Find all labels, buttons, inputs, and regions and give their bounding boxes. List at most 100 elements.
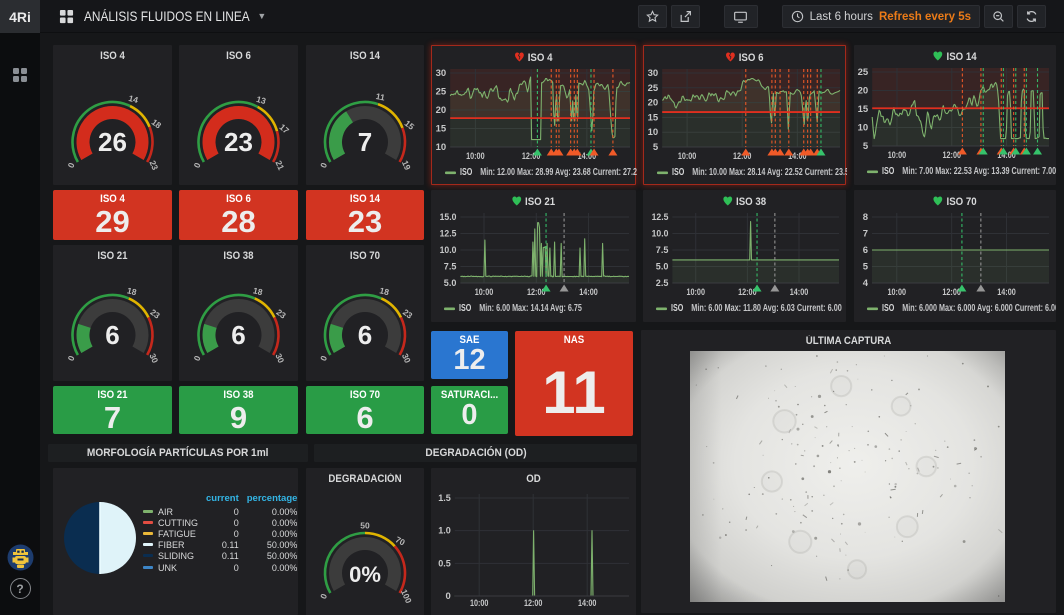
annotation-marker[interactable] — [1011, 147, 1021, 155]
panel-title[interactable]: ISO 70 — [349, 250, 381, 262]
legend-column-header[interactable]: percentage — [246, 493, 298, 504]
legend-series-name[interactable]: FIBER — [158, 540, 185, 551]
time-picker-button[interactable]: Last 6 hours Refresh every 5s — [781, 5, 980, 28]
graph-plot[interactable]: 0 0.5 1.0 1.5 10:00 12:00 14:00 — [431, 468, 636, 615]
panel-title[interactable]: OD — [443, 473, 623, 485]
annotation-marker[interactable] — [741, 148, 751, 156]
gauge-value-arc — [202, 106, 275, 160]
legend-series-name[interactable]: ISO — [882, 303, 894, 314]
dashboard-title[interactable]: ANÁLISIS FLUIDOS EN LINEA — [84, 8, 250, 24]
singlestat-sae[interactable]: SAE 12 — [431, 331, 508, 379]
annotation-marker[interactable] — [775, 148, 785, 156]
legend-series-name[interactable]: CUTTING — [158, 517, 198, 528]
legend-series-name[interactable]: AIR — [158, 506, 174, 517]
legend-series-name[interactable]: ISO — [459, 303, 471, 314]
panel-title[interactable]: ISO 6 — [226, 50, 251, 62]
annotation-marker[interactable] — [784, 148, 794, 156]
graph-plot[interactable]: 5 10 15 20 25 30 10:00 12:00 14:00 ISO Min: 10.00 … — [644, 46, 847, 186]
graph-plot[interactable]: 5 10 15 20 25 10:00 12:00 14:00 ISO Min: 7.00 Max… — [854, 45, 1056, 185]
graph-plot[interactable]: 10 15 20 25 30 10:00 12:00 14:00 ISO Min: 12.00 M… — [432, 46, 637, 186]
singlestat-s14[interactable]: ISO 14 23 — [306, 190, 424, 240]
gauge-tick-label: 30 — [147, 352, 160, 365]
annotation-marker[interactable] — [998, 147, 1008, 155]
annotation-marker[interactable] — [978, 147, 988, 155]
pie-slice-fiber[interactable] — [100, 502, 136, 574]
panel-title[interactable]: ISO 21 — [97, 250, 128, 262]
user-avatar[interactable] — [0, 544, 40, 571]
legend-series-name[interactable]: ISO — [460, 167, 472, 178]
graph-plot[interactable]: 4 5 6 7 8 10:00 12:00 14:00 ISO Min: 6.000 Max: 6… — [854, 190, 1056, 322]
annotation-marker[interactable] — [752, 284, 762, 292]
legend-swatch — [143, 554, 153, 558]
annotation-marker[interactable] — [957, 147, 967, 155]
legend-series-name[interactable]: UNK — [158, 562, 178, 573]
legend-series-name[interactable]: ISO — [672, 167, 684, 178]
gauge-tick-label: 30 — [273, 352, 286, 365]
singlestat-nas[interactable]: NAS 11 — [515, 331, 633, 436]
annotation-marker[interactable] — [770, 284, 780, 292]
annotation-marker[interactable] — [976, 284, 986, 292]
graph-plot[interactable]: 5.0 7.5 10.0 12.5 15.0 10:00 12:00 14:00 ISO Min:… — [431, 190, 636, 322]
panel-title[interactable]: ISO 70 — [866, 195, 1044, 208]
singlestat-s6[interactable]: ISO 6 28 — [179, 190, 298, 240]
singlestat-s38[interactable]: ISO 38 9 — [179, 386, 298, 434]
panel-title[interactable]: ISO 4 — [100, 50, 125, 62]
gauge: 0 13 17 21 23 — [192, 94, 292, 172]
legend-series-name[interactable]: FATIGUE — [158, 528, 196, 539]
annotation-marker[interactable] — [559, 284, 569, 292]
panel-title[interactable]: ISO 38 — [223, 250, 254, 262]
row-header-degradacion_od[interactable]: DEGRADACIÓN (OD) — [314, 444, 637, 462]
help-icon[interactable]: ? — [0, 578, 40, 599]
panel-title[interactable]: ISO 6 — [656, 51, 833, 64]
annotation-marker[interactable] — [1021, 147, 1031, 155]
y-axis-label: 10 — [858, 123, 869, 134]
refresh-button[interactable] — [1017, 5, 1046, 28]
annotation-marker[interactable] — [957, 284, 967, 292]
pie-chart[interactable] — [53, 468, 148, 615]
share-arrow-icon — [680, 11, 691, 22]
share-button[interactable] — [670, 5, 700, 28]
zoom-out-button[interactable] — [984, 5, 1013, 28]
help-question-mark: ? — [9, 578, 31, 599]
chevron-down-icon[interactable]: ▼ — [257, 11, 267, 21]
annotation-marker[interactable] — [816, 148, 826, 156]
row-header-morfologia[interactable]: MORFOLOGÍA PARTÍCULAS POR 1ml — [48, 444, 308, 462]
legend-column-header[interactable]: current — [206, 493, 239, 504]
legend-series-name[interactable]: ISO — [671, 303, 683, 314]
refresh-interval-label[interactable]: Refresh every 5s — [878, 10, 971, 23]
gauge-value: 26 — [98, 127, 127, 157]
panel-title[interactable]: ISO 38 — [655, 195, 834, 208]
x-axis-label: 12:00 — [524, 598, 543, 609]
annotation-marker[interactable] — [806, 148, 816, 156]
annotation-marker[interactable] — [1033, 147, 1043, 155]
gauge-value-arc — [329, 323, 346, 353]
star-button[interactable] — [637, 5, 667, 28]
annotation-marker[interactable] — [541, 284, 551, 292]
singlestat-sat[interactable]: SATURACI... 0 — [431, 386, 508, 434]
tv-mode-button[interactable] — [723, 5, 758, 28]
panel-title[interactable]: ISO 14 — [866, 50, 1044, 63]
annotation-marker[interactable] — [532, 148, 542, 156]
y-axis-label: 7.5 — [656, 245, 669, 256]
panel-title[interactable]: ÚLTIMA CAPTURA — [805, 335, 892, 347]
org-logo[interactable]: 4Ri — [0, 0, 40, 33]
annotation-marker[interactable] — [589, 148, 599, 156]
singlestat-s4[interactable]: ISO 4 29 — [53, 190, 172, 240]
legend-series-name[interactable]: ISO — [882, 166, 894, 177]
panel-title[interactable]: ISO 21 — [443, 195, 623, 208]
gauge-panel-gdeg: DEGRADACIÓN 0 50 70 100 0% — [306, 468, 424, 615]
x-axis-label: 14:00 — [790, 287, 809, 298]
singlestat-s21[interactable]: ISO 21 7 — [53, 386, 172, 434]
graph-plot[interactable]: 2.5 5.0 7.5 10.0 12.5 10:00 12:00 14:00 ISO Min: … — [643, 190, 846, 322]
panel-title[interactable]: ISO 14 — [349, 50, 381, 62]
panel-title[interactable]: DEGRADACIÓN — [328, 473, 402, 485]
singlestat-s70[interactable]: ISO 70 6 — [306, 386, 424, 434]
annotation-marker[interactable] — [554, 148, 564, 156]
annotation-marker[interactable] — [608, 148, 618, 156]
gauge-value-arc — [202, 323, 219, 353]
panel-title[interactable]: ISO 4 — [444, 51, 623, 64]
dashboards-icon[interactable] — [0, 67, 40, 83]
pie-slice-sliding[interactable] — [64, 502, 100, 574]
annotation-marker[interactable] — [572, 148, 582, 156]
legend-series-name[interactable]: SLIDING — [158, 551, 195, 562]
